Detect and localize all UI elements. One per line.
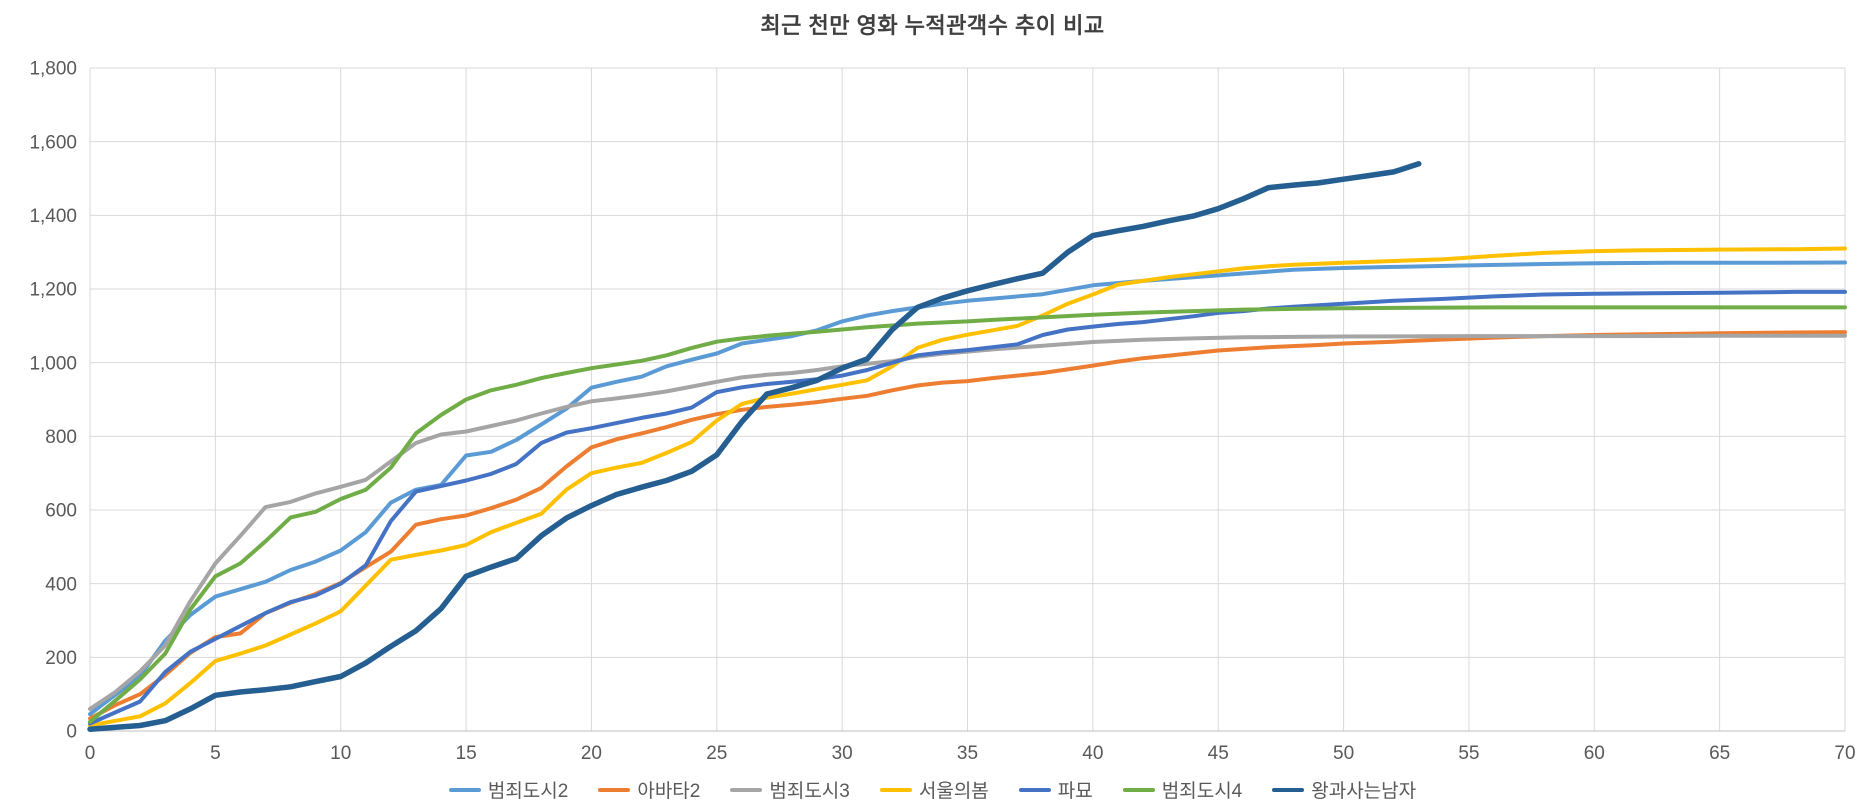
y-tick-label: 0 — [66, 722, 77, 743]
y-tick-label: 200 — [45, 648, 77, 669]
x-tick-label: 15 — [456, 743, 477, 764]
x-tick-label: 25 — [706, 743, 727, 764]
series-line-6 — [87, 161, 1422, 732]
y-tick-label: 1,600 — [29, 132, 77, 153]
legend-label: 서울의봄 — [918, 781, 989, 802]
x-tick-label: 70 — [1834, 743, 1855, 764]
x-tick-label: 65 — [1709, 743, 1730, 764]
x-tick-label: 40 — [1082, 743, 1103, 764]
x-tick-label: 30 — [832, 743, 853, 764]
legend-item: 범죄도시4 — [1122, 776, 1243, 803]
legend-item: 왕과사는남자 — [1272, 776, 1416, 803]
legend-line-swatch — [879, 787, 912, 792]
legend-line-swatch — [1018, 787, 1051, 792]
series-line-4 — [88, 289, 1847, 726]
x-tick-label: 60 — [1584, 743, 1605, 764]
legend-item: 아바타2 — [598, 776, 700, 803]
x-tick-label: 50 — [1333, 743, 1354, 764]
y-tick-label: 1,800 — [29, 59, 77, 80]
legend-label: 왕과사는남자 — [1311, 781, 1417, 802]
x-tick-label: 35 — [957, 743, 978, 764]
y-tick-label: 1,200 — [29, 280, 77, 301]
legend-item: 범죄도시3 — [730, 776, 850, 803]
legend-label: 범죄도시4 — [1161, 781, 1243, 802]
x-tick-label: 20 — [581, 743, 602, 764]
x-tick-label: 45 — [1208, 743, 1229, 764]
series-line-5 — [88, 305, 1847, 724]
series-line-3 — [88, 246, 1847, 728]
x-tick-label: 0 — [85, 743, 96, 764]
legend-label: 범죄도시2 — [487, 781, 569, 802]
chart-title: 최근 천만 영화 누적관객수 추이 비교 — [760, 13, 1105, 38]
legend-item: 파묘 — [1018, 776, 1093, 803]
legend-line-swatch — [598, 787, 631, 792]
y-tick-label: 600 — [45, 501, 77, 522]
y-tick-label: 1,400 — [29, 206, 77, 227]
legend-line-swatch — [448, 787, 481, 792]
x-tick-label: 55 — [1458, 743, 1479, 764]
y-tick-label: 800 — [45, 427, 77, 448]
y-tick-label: 1,000 — [29, 353, 77, 374]
legend-label: 범죄도시3 — [769, 781, 850, 802]
legend-item: 서울의봄 — [879, 776, 989, 803]
x-tick-label: 5 — [210, 743, 221, 764]
series-line-2 — [88, 333, 1847, 711]
y-tick-label: 400 — [45, 574, 77, 595]
legend-label: 아바타2 — [637, 781, 701, 802]
legend-line-swatch — [1272, 787, 1305, 792]
legend-line-swatch — [1122, 787, 1155, 792]
x-tick-label: 10 — [330, 743, 351, 764]
legend: 범죄도시2 아바타2 범죄도시3 서울의봄 파묘 범죄도시4 왕과사는남자 — [0, 776, 1865, 803]
legend-label: 파묘 — [1057, 781, 1093, 802]
legend-item: 범죄도시2 — [448, 776, 569, 803]
legend-line-swatch — [730, 787, 763, 792]
series-line-0 — [88, 260, 1847, 717]
